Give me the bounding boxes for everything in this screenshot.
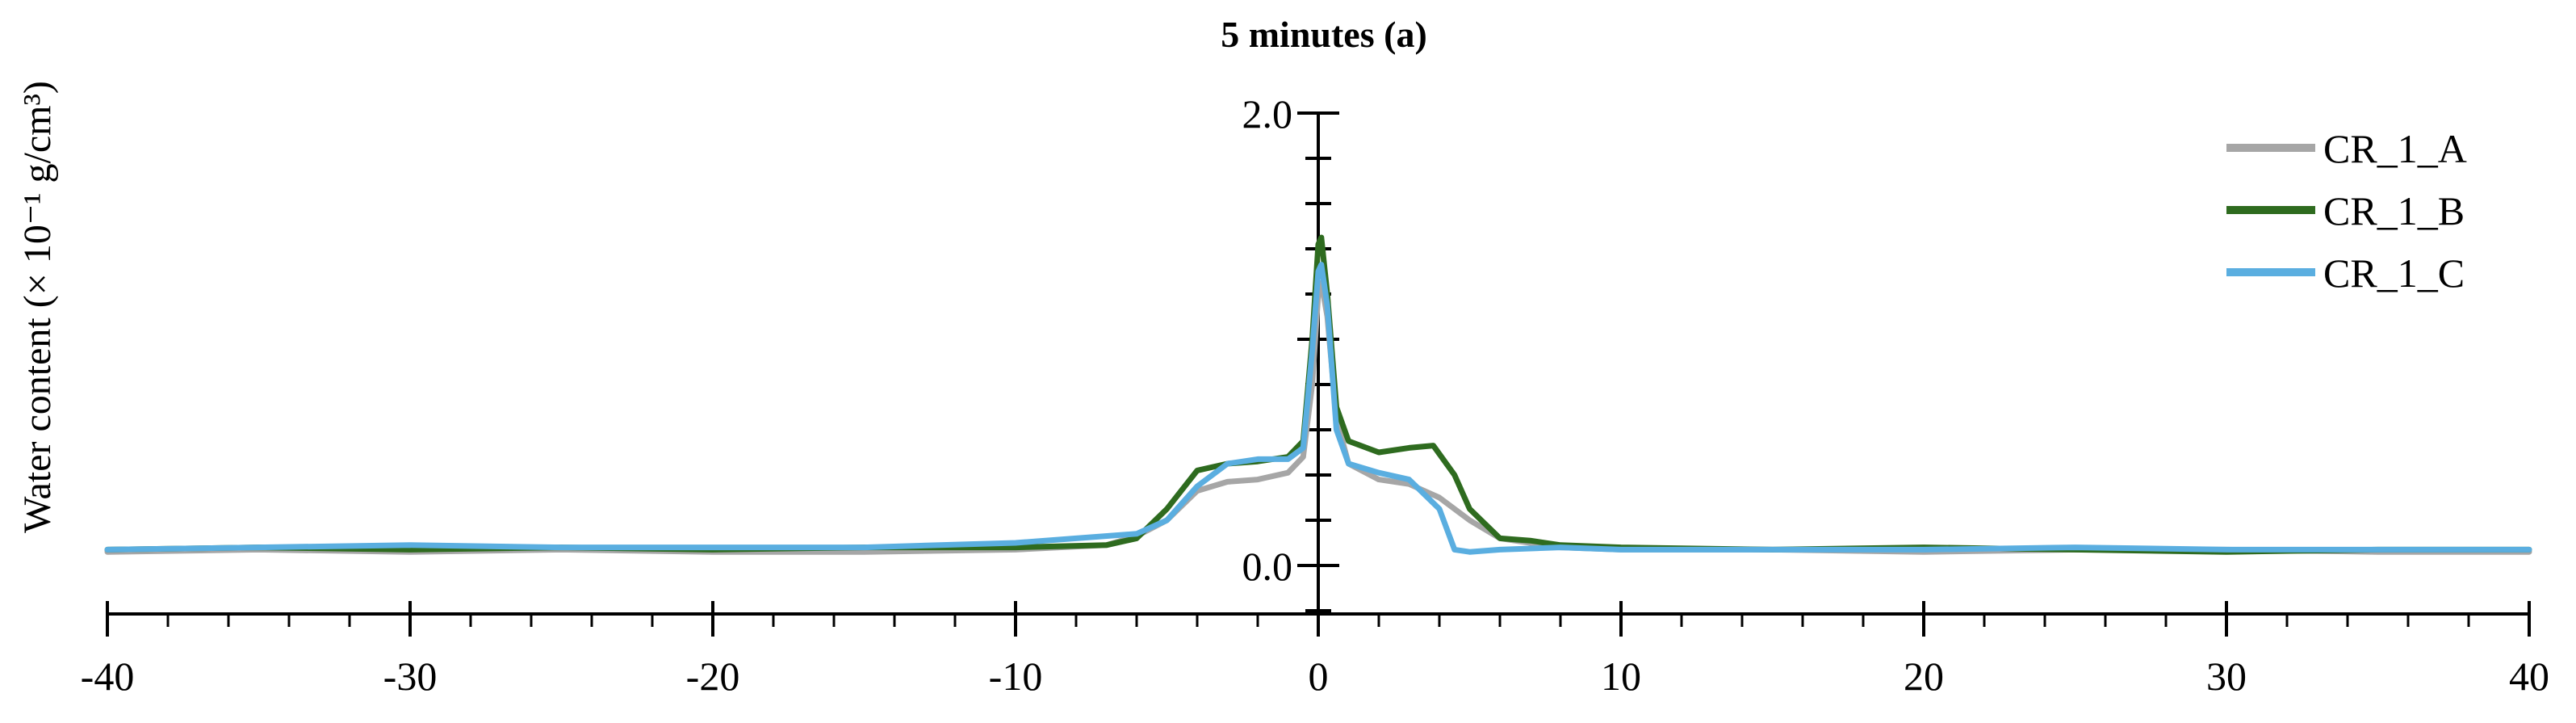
x-tick-label: -40 <box>81 654 135 699</box>
x-tick-label: 40 <box>2509 654 2549 699</box>
legend-label-CR_1_C: CR_1_C <box>2323 250 2465 296</box>
legend-label-CR_1_A: CR_1_A <box>2323 126 2467 171</box>
x-tick-label: 10 <box>1601 654 1641 699</box>
series-line-CR_1_C <box>104 262 2532 555</box>
series-layer <box>104 234 2532 555</box>
x-tick-label: -10 <box>989 654 1043 699</box>
y-tick-label: 0.0 <box>1242 544 1293 589</box>
axes: -40 -30 -20 -10 0 10 20 30 40 0.0 2.0 <box>81 91 2549 699</box>
x-tick-label: 0 <box>1309 654 1329 699</box>
x-tick-label: 30 <box>2206 654 2247 699</box>
y-tick-label: 2.0 <box>1242 91 1293 137</box>
x-tick-label: 20 <box>1904 654 1944 699</box>
chart-title: 5 minutes (a) <box>1221 14 1427 55</box>
x-tick-label: -30 <box>383 654 438 699</box>
legend-label-CR_1_B: CR_1_B <box>2323 188 2465 233</box>
y-axis-label: Water content (× 10⁻¹ g/cm³) <box>16 81 59 533</box>
x-tick-label: -20 <box>686 654 740 699</box>
legend: CR_1_A CR_1_B CR_1_C <box>2226 126 2467 296</box>
